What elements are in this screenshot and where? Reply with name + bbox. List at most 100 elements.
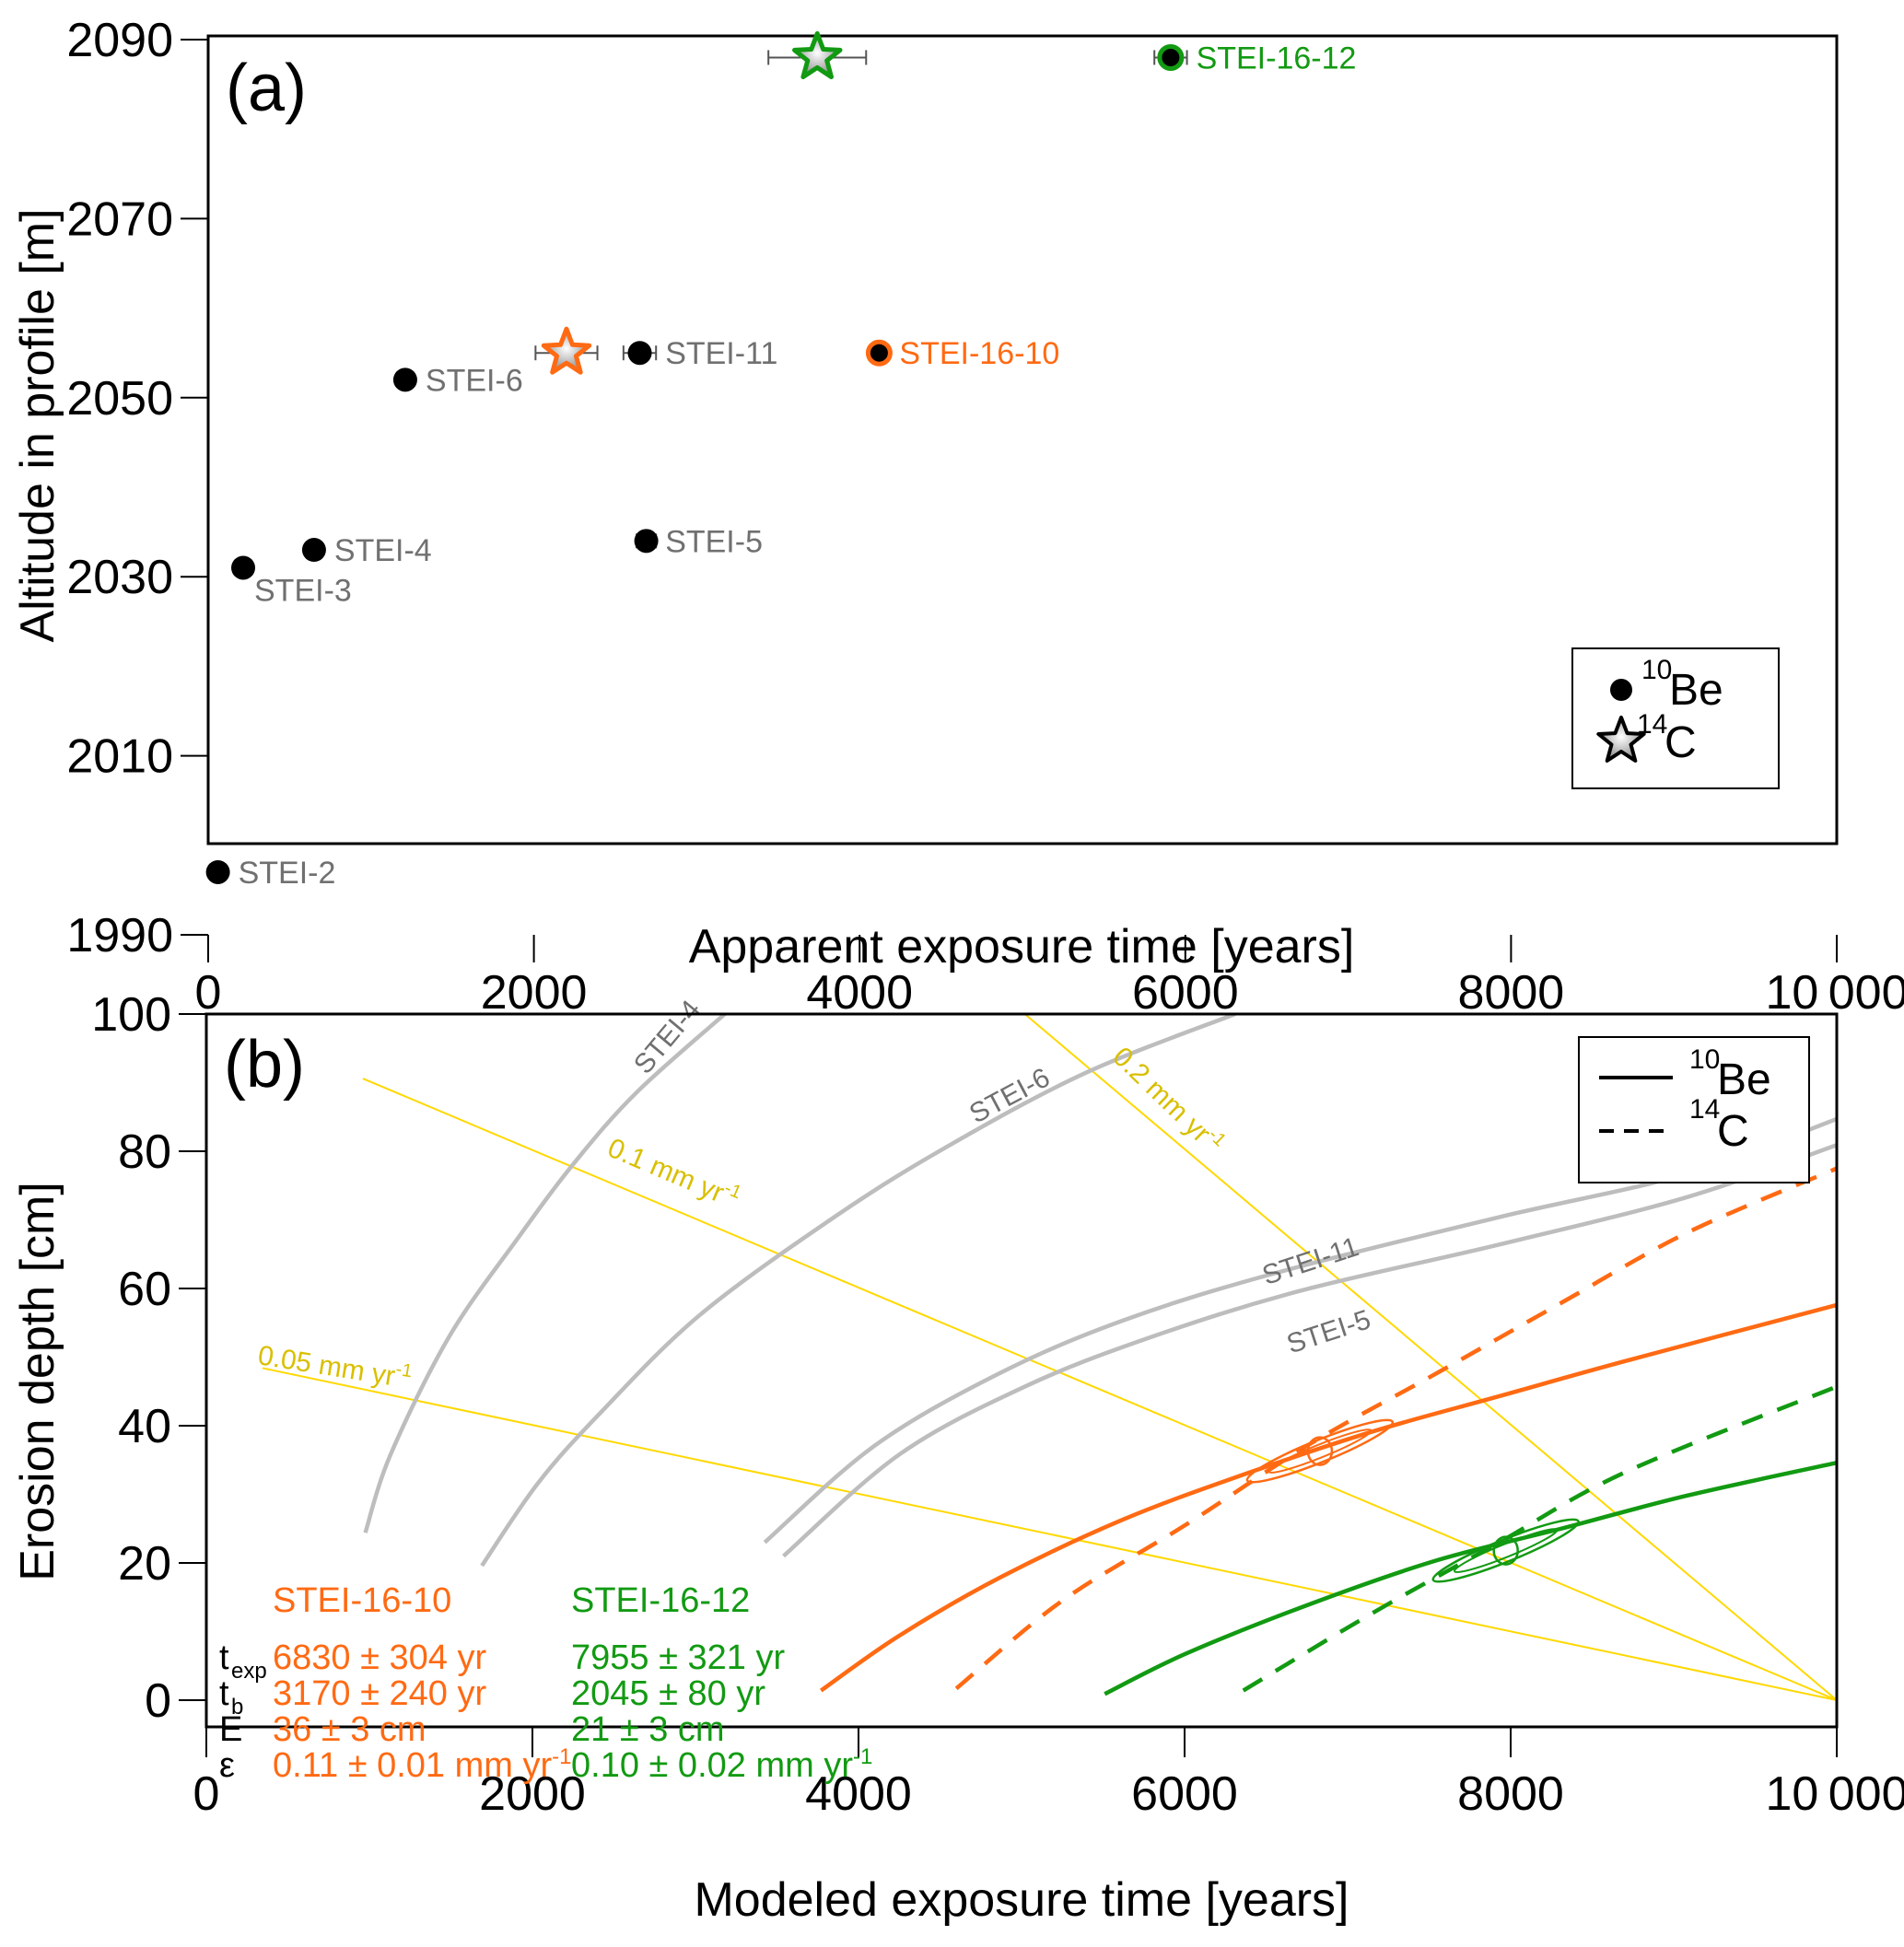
y-tick-label-b: 60 <box>118 1263 171 1316</box>
y-tick-label-a: 1990 <box>66 909 173 962</box>
panel-label-a: (a) <box>226 52 307 125</box>
uncertainty-ellipses <box>1245 1418 1395 1484</box>
legend-b-sup-0: 10 <box>1689 1044 1720 1075</box>
curve-label: 0.05 mm yr-1 <box>256 1337 414 1394</box>
legend-b-label-1: C <box>1717 1107 1749 1156</box>
legend-a-label-0: Be <box>1669 666 1723 715</box>
x-axis-ticks-a: 0 2000 4000 6000 8000 10 000 <box>195 935 1904 1020</box>
curve-label-superscript: -1 <box>721 1178 744 1203</box>
stats-value-E: 21 ± 3 cm <box>571 1710 725 1749</box>
star-marker-14c <box>541 326 592 375</box>
stats-symbol: E <box>219 1710 242 1749</box>
y-axis-title-b: Erosion depth [cm] <box>11 1182 64 1581</box>
legend-b: 10 Be 14 C <box>1578 1036 1810 1183</box>
legend-b-label-0: Be <box>1717 1055 1771 1104</box>
stats-value-superscript: -1 <box>552 1744 571 1769</box>
x-tick-label-a: 6000 <box>1132 966 1239 1020</box>
point-label: STEI-11 <box>665 336 777 371</box>
circle-marker-10be <box>865 339 893 367</box>
y-tick-label-a: 2050 <box>66 372 173 426</box>
y-axis-ticks-b: 0 20 40 60 80 100 <box>91 988 206 1728</box>
legend-a-label-1: C <box>1665 718 1697 767</box>
point-label: STEI-3 <box>254 573 352 608</box>
y-tick-label-b: 20 <box>118 1537 171 1591</box>
uncertainty-ellipse <box>1267 1428 1373 1474</box>
legend-a: 10 Be 14 C <box>1571 647 1780 789</box>
curve-0-1-mm-yr-1 <box>362 1078 1837 1701</box>
data-points-a: STEI-2 STEI-3 STEI-4 STEI-6 STEI-11 STEI-5 STE… <box>205 30 1357 891</box>
panel-a: 1990 2010 2030 2050 2070 2090 0 2000 4000 6000 80… <box>11 14 1904 1020</box>
x-tick-label-b: 2000 <box>479 1767 586 1821</box>
stats-value-E: 36 ± 3 cm <box>273 1710 426 1749</box>
curve-stei-16-10-14c <box>954 1166 1837 1691</box>
stats-value-t_exp: 7955 ± 321 yr <box>571 1638 785 1677</box>
curves-b <box>262 1013 1837 1701</box>
legend-box-b <box>1578 1036 1810 1183</box>
circle-marker-10be <box>627 341 652 366</box>
y-axis-title-a: Altitude in profile [m] <box>11 208 64 642</box>
x-tick-label-b: 0 <box>193 1767 220 1821</box>
stats-symbol: t <box>219 1674 229 1713</box>
stats-sample-name-1: STEI-16-12 <box>571 1581 750 1620</box>
stats-value-t_b: 3170 ± 240 yr <box>273 1674 486 1713</box>
legend-circle-marker <box>1610 679 1632 701</box>
curve-label: STEI-5 <box>1283 1304 1374 1359</box>
uncertainty-ellipse <box>1245 1418 1395 1484</box>
x-tick-label-a: 10 000 <box>1765 966 1904 1020</box>
curve-stei-6 <box>480 1013 1236 1568</box>
x-tick-label-a: 8000 <box>1458 966 1565 1020</box>
curve-stei-5 <box>782 1143 1837 1558</box>
y-tick-label-b: 80 <box>118 1125 171 1179</box>
circle-marker-10be <box>1157 43 1185 71</box>
y-tick-label-b: 100 <box>91 988 171 1042</box>
x-tick-label-a: 4000 <box>806 966 913 1020</box>
curve-label: STEI-11 <box>1258 1231 1362 1291</box>
point-label: STEI-5 <box>665 524 763 559</box>
stats-value-t_b: 2045 ± 80 yr <box>571 1674 765 1713</box>
stats-symbol: t <box>219 1638 229 1677</box>
point-label: STEI-6 <box>426 363 523 398</box>
stats-value-epsilon: 0.10 ± 0.02 mm yr-1 <box>571 1744 872 1785</box>
curve-stei-16-12-10be <box>1104 1461 1837 1696</box>
circle-marker-10be <box>634 529 659 554</box>
point-label: STEI-2 <box>239 856 336 891</box>
circle-marker-10be <box>301 538 326 563</box>
stats-symbol-subscript: exp <box>231 1659 267 1684</box>
y-tick-label-b: 0 <box>145 1674 171 1728</box>
circle-marker-10be <box>392 367 417 392</box>
y-tick-label-b: 40 <box>118 1400 171 1453</box>
legend-b-sup-1: 14 <box>1689 1094 1720 1125</box>
star-marker-14c <box>792 30 843 79</box>
curve-stei-16-12-14c <box>1242 1384 1837 1693</box>
y-tick-label-a: 2030 <box>66 551 173 604</box>
intersection-marker <box>1306 1436 1334 1466</box>
x-tick-label-b: 10 000 <box>1765 1767 1904 1821</box>
curve-0-05-mm-yr-1 <box>262 1367 1837 1701</box>
stats-symbol-subscript: b <box>231 1695 243 1720</box>
stats-value-t_exp: 6830 ± 304 yr <box>273 1638 486 1677</box>
x-tick-label-b: 4000 <box>805 1767 912 1821</box>
curve-label-superscript: -1 <box>1204 1125 1230 1150</box>
circle-marker-10be <box>231 555 256 580</box>
y-tick-label-a: 2090 <box>66 14 173 67</box>
point-label: STEI-16-12 <box>1197 41 1357 76</box>
plot-frame-a <box>206 34 1839 845</box>
y-tick-label-a: 2010 <box>66 730 173 784</box>
x-axis-title-a: Apparent exposure time [years] <box>689 920 1355 974</box>
legend-a-sup-1: 14 <box>1637 709 1667 740</box>
intersection-marker <box>1492 1535 1519 1566</box>
stats-value-epsilon: 0.11 ± 0.01 mm yr-1 <box>273 1744 572 1785</box>
x-tick-label-b: 8000 <box>1457 1767 1564 1821</box>
x-tick-label-a: 2000 <box>481 966 588 1020</box>
curve-label: STEI-6 <box>964 1062 1055 1129</box>
legend-a-sup-0: 10 <box>1641 655 1672 685</box>
uncertainty-ellipse <box>1431 1518 1580 1583</box>
x-axis-ticks-b: 0 2000 4000 6000 8000 10 000 <box>193 1727 1904 1821</box>
x-axis-title-b: Modeled exposure time [years] <box>694 1873 1349 1927</box>
